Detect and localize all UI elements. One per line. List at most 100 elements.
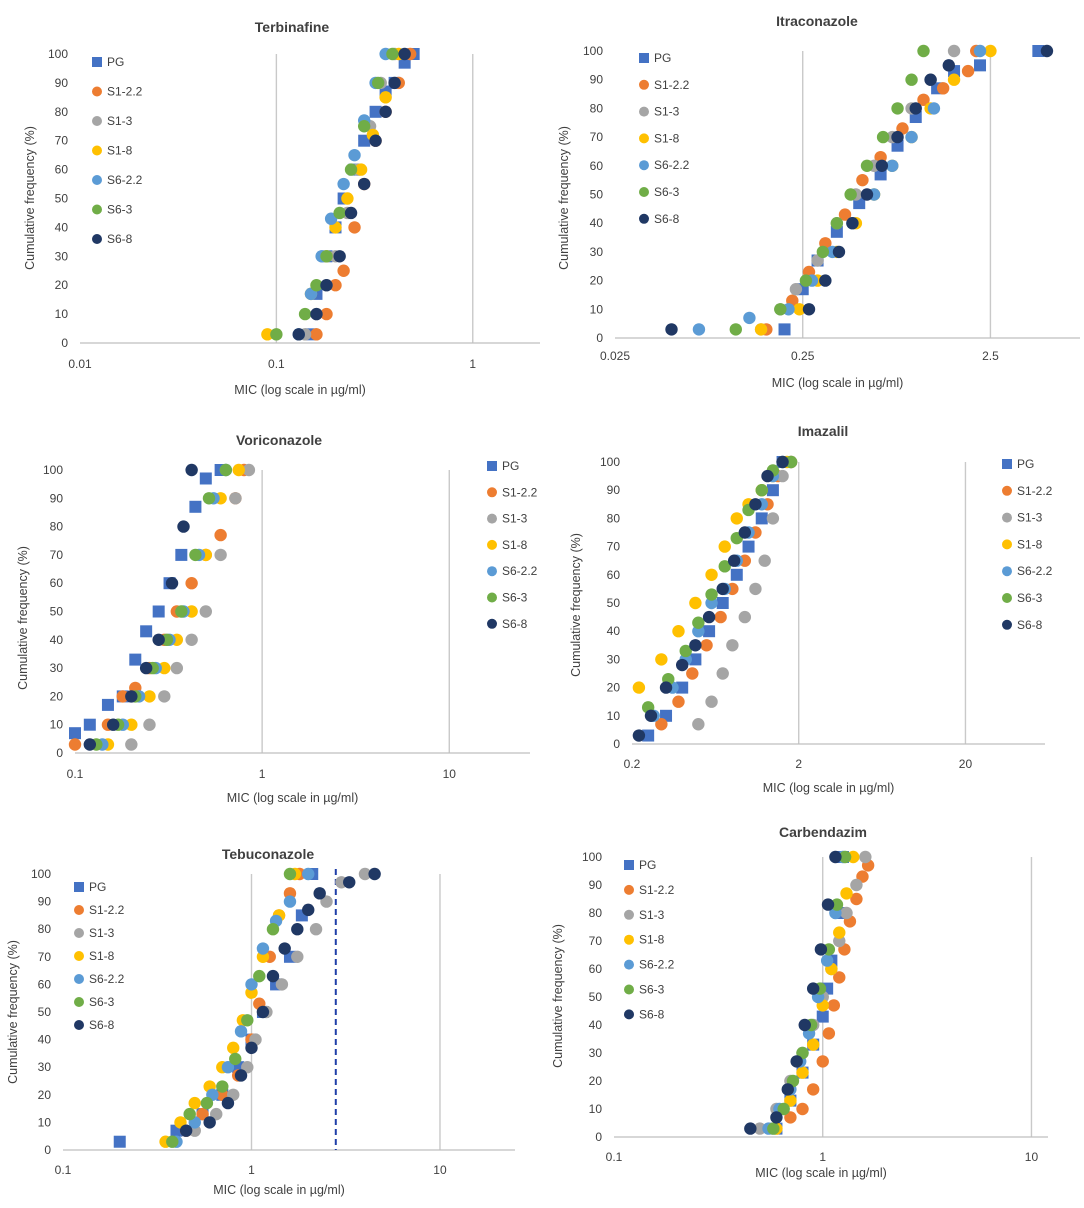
legend-marker — [1002, 485, 1012, 496]
data-point — [917, 93, 930, 106]
data-point — [814, 943, 828, 956]
x-tick-label: 1 — [469, 357, 476, 371]
series-s6-8 — [83, 463, 198, 751]
legend-label: S6-2.2 — [654, 158, 690, 172]
data-point — [830, 898, 844, 911]
data-point — [692, 718, 705, 731]
y-tick-label: 50 — [50, 605, 64, 619]
y-tick-label: 80 — [50, 520, 64, 534]
y-tick-label: 10 — [590, 302, 604, 316]
y-tick-label: 10 — [50, 718, 64, 732]
data-point — [672, 625, 685, 638]
legend-marker — [487, 618, 497, 629]
legend-label: S6-8 — [639, 1007, 665, 1021]
y-axis-label: Cumulative frequency (%) — [16, 546, 30, 690]
y-tick-label: 60 — [55, 163, 69, 177]
y-tick-label: 90 — [50, 491, 64, 505]
data-point — [278, 942, 291, 955]
data-point — [749, 582, 762, 596]
data-point — [320, 307, 333, 321]
data-point — [185, 577, 198, 590]
y-tick-label: 100 — [31, 867, 51, 881]
legend-label: S6-8 — [107, 232, 133, 246]
y-tick-label: 100 — [582, 850, 602, 864]
data-point — [214, 528, 227, 542]
y-tick-label: 20 — [38, 1088, 52, 1102]
y-tick-label: 40 — [607, 624, 621, 638]
legend-label: S1-8 — [89, 949, 115, 963]
legend-marker — [74, 1020, 84, 1030]
data-point — [730, 568, 743, 581]
x-tick-label: 0.1 — [268, 357, 285, 371]
legend-marker — [74, 951, 84, 961]
legend-marker — [487, 487, 497, 498]
data-point — [291, 923, 304, 936]
data-point — [139, 661, 153, 675]
chart-title: Itraconazole — [776, 13, 858, 29]
y-tick-label: 30 — [38, 1060, 52, 1074]
data-point — [203, 1116, 216, 1129]
data-point — [840, 887, 853, 900]
legend-marker — [74, 997, 84, 1007]
data-point — [313, 887, 326, 900]
legend-label: PG — [654, 51, 671, 65]
data-point — [859, 850, 872, 864]
data-point — [341, 192, 354, 205]
data-point — [742, 540, 755, 553]
y-tick-label: 100 — [600, 455, 620, 469]
data-point — [793, 303, 806, 316]
data-point — [703, 625, 716, 638]
data-point — [905, 130, 918, 144]
y-tick-label: 30 — [589, 1046, 603, 1060]
series-s1-2.2 — [310, 47, 417, 341]
data-point — [329, 279, 342, 292]
data-point — [886, 159, 899, 172]
data-point — [781, 1083, 794, 1096]
data-point — [166, 1135, 179, 1148]
data-point — [689, 653, 702, 666]
legend-label: S6-2.2 — [107, 173, 143, 187]
legend-marker — [1002, 539, 1012, 550]
data-point — [221, 1061, 235, 1074]
legend-label: S1-2.2 — [1017, 484, 1053, 498]
legend-label: S1-2.2 — [89, 903, 125, 917]
data-point — [784, 1111, 797, 1124]
legend-marker — [92, 116, 102, 126]
legend-marker — [1002, 593, 1012, 603]
legend: PG S1-2.2 S1-3 S1-8 S6-2.2 S6-3 S6-8 — [624, 858, 675, 1021]
legend: PG S1-2.2 S1-3 S1-8 S6-2.2 S6-3 S6-8 — [74, 880, 125, 1032]
data-point — [718, 560, 731, 573]
y-tick-label: 0 — [61, 336, 68, 350]
data-point — [189, 548, 202, 562]
data-point — [185, 463, 198, 477]
data-point — [379, 105, 392, 119]
data-point — [850, 878, 863, 892]
y-tick-label: 40 — [38, 1033, 52, 1047]
y-tick-label: 60 — [590, 159, 604, 173]
x-tick-label: 0.1 — [67, 767, 84, 781]
legend-marker — [92, 86, 102, 97]
y-tick-label: 50 — [589, 990, 603, 1004]
data-point — [784, 1094, 797, 1107]
y-tick-label: 40 — [55, 220, 69, 234]
data-point — [806, 1083, 820, 1096]
data-point — [675, 658, 689, 672]
legend-marker — [487, 513, 497, 524]
data-point — [727, 554, 741, 567]
data-point — [816, 245, 830, 259]
y-tick-label: 80 — [55, 105, 69, 119]
legend: PG S1-2.2 S1-3 S1-8 S6-2.2 S6-3 S6-8 — [639, 51, 690, 226]
x-tick-label: 10 — [1025, 1150, 1039, 1164]
y-tick-label: 0 — [595, 1130, 602, 1144]
data-point — [655, 718, 668, 731]
legend-marker — [487, 566, 497, 577]
x-tick-label: 20 — [959, 757, 973, 771]
x-tick-label: 10 — [433, 1163, 447, 1177]
data-point — [778, 323, 791, 336]
data-point — [689, 639, 702, 652]
y-tick-label: 50 — [607, 596, 621, 610]
data-point — [310, 307, 323, 321]
y-tick-label: 30 — [55, 249, 69, 263]
data-point — [827, 999, 841, 1012]
data-point — [242, 463, 256, 477]
